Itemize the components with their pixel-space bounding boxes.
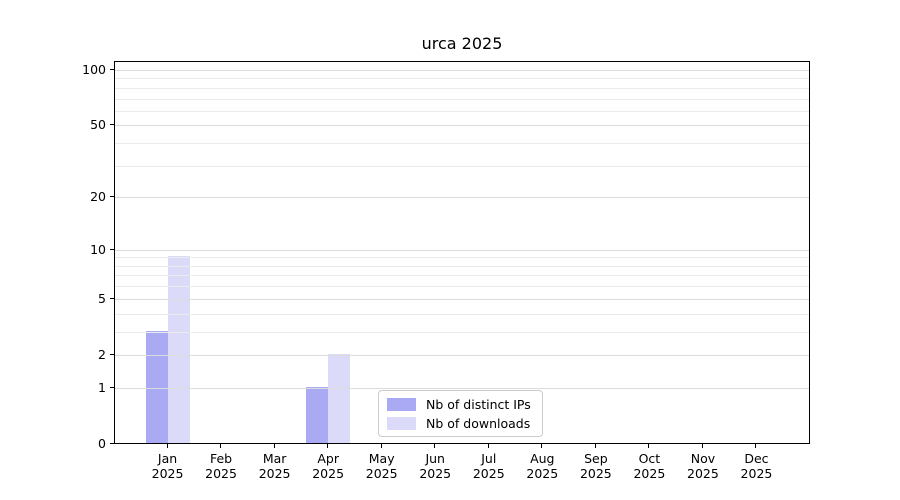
minor-gridline xyxy=(115,143,809,145)
major-gridline xyxy=(115,387,809,389)
x-axis-tick-label-dec: Dec 2025 xyxy=(711,451,801,481)
y-tick-mark xyxy=(110,353,114,355)
legend-label: Nb of downloads xyxy=(426,415,531,431)
x-axis-tick-label-aug: Aug 2025 xyxy=(497,451,587,481)
x-axis-tick-label-sep: Sep 2025 xyxy=(551,451,641,481)
x-tick-mark xyxy=(166,444,168,448)
x-axis-tick-label-nov: Nov 2025 xyxy=(658,451,748,481)
y-tick-mark xyxy=(110,196,114,198)
x-label-year: 2025 xyxy=(312,466,345,481)
x-label-year: 2025 xyxy=(258,466,291,481)
bar-nb-of-downloads-apr xyxy=(328,353,351,443)
legend-swatch-icon xyxy=(387,397,416,411)
x-axis-tick-label-jan: Jan 2025 xyxy=(123,451,213,481)
minor-gridline xyxy=(115,286,809,288)
minor-gridline xyxy=(115,165,809,167)
bar-nb-of-distinct-ips-jan xyxy=(145,330,168,443)
x-label-month: Jun xyxy=(425,451,445,466)
y-tick-mark xyxy=(110,124,114,126)
y-tick-mark xyxy=(110,297,114,299)
x-tick-mark xyxy=(434,444,436,448)
x-tick-mark xyxy=(648,444,650,448)
x-label-year: 2025 xyxy=(472,466,505,481)
x-label-month: Nov xyxy=(690,451,716,466)
x-axis-tick-label-may: May 2025 xyxy=(337,451,427,481)
bar-nb-of-distinct-ips-apr xyxy=(306,386,329,443)
chart-title: urca 2025 xyxy=(421,34,503,53)
minor-gridline xyxy=(115,78,809,80)
x-tick-mark xyxy=(380,444,382,448)
x-tick-mark xyxy=(327,444,329,448)
x-label-month: Apr xyxy=(317,451,339,466)
y-tick-mark xyxy=(110,248,114,250)
legend-entry: Nb of downloads xyxy=(387,415,534,431)
y-axis-tick-label: 20 xyxy=(90,189,106,205)
x-axis-tick-label-apr: Apr 2025 xyxy=(283,451,373,481)
x-axis-tick-label-jul: Jul 2025 xyxy=(444,451,534,481)
minor-gridline xyxy=(115,313,809,315)
x-label-year: 2025 xyxy=(365,466,398,481)
y-axis-tick-label: 2 xyxy=(98,346,106,362)
minor-gridline xyxy=(115,257,809,259)
x-tick-mark xyxy=(487,444,489,448)
y-axis-tick-label: 1 xyxy=(98,379,106,395)
legend-swatch-icon xyxy=(387,416,416,430)
minor-gridline xyxy=(115,331,809,333)
x-label-year: 2025 xyxy=(579,466,612,481)
bar-nb-of-downloads-jan xyxy=(167,256,190,443)
minor-gridline xyxy=(115,275,809,277)
x-tick-mark xyxy=(594,444,596,448)
x-label-month: Jul xyxy=(481,451,497,466)
major-gridline xyxy=(115,197,809,199)
x-label-year: 2025 xyxy=(526,466,559,481)
legend: Nb of distinct IPs Nb of downloads xyxy=(378,390,543,437)
x-label-month: May xyxy=(368,451,395,466)
x-label-year: 2025 xyxy=(205,466,237,481)
major-gridline xyxy=(115,354,809,356)
x-label-month: Sep xyxy=(584,451,608,466)
x-label-month: Oct xyxy=(638,451,661,466)
x-label-year: 2025 xyxy=(151,466,184,481)
x-tick-mark xyxy=(701,444,703,448)
x-tick-mark xyxy=(273,444,275,448)
major-gridline xyxy=(115,249,809,251)
x-label-year: 2025 xyxy=(687,466,719,481)
x-tick-mark xyxy=(220,444,222,448)
x-label-year: 2025 xyxy=(740,466,773,481)
y-axis-tick-label: 10 xyxy=(90,241,106,257)
x-tick-mark xyxy=(755,444,757,448)
major-gridline xyxy=(115,70,809,71)
major-gridline xyxy=(115,298,809,300)
x-label-month: Dec xyxy=(744,451,769,466)
x-label-month: Aug xyxy=(530,451,555,466)
major-gridline xyxy=(115,125,809,127)
minor-gridline xyxy=(115,98,809,100)
x-axis-tick-label-mar: Mar 2025 xyxy=(230,451,320,481)
y-axis-tick-label: 100 xyxy=(82,62,106,77)
x-label-year: 2025 xyxy=(419,466,452,481)
legend-label: Nb of distinct IPs xyxy=(426,396,531,412)
x-label-month: Feb xyxy=(209,451,233,466)
y-axis-tick-label: 5 xyxy=(98,290,106,306)
y-tick-mark xyxy=(110,69,114,70)
minor-gridline xyxy=(115,87,809,89)
x-label-year: 2025 xyxy=(633,466,666,481)
x-label-month: Mar xyxy=(262,451,287,466)
legend-entry: Nb of distinct IPs xyxy=(387,396,534,412)
minor-gridline xyxy=(115,265,809,267)
y-axis-tick-label: 0 xyxy=(98,436,106,451)
x-axis-tick-label-oct: Oct 2025 xyxy=(604,451,694,481)
y-tick-mark xyxy=(110,386,114,388)
x-tick-mark xyxy=(541,444,543,448)
plot-area xyxy=(114,61,810,444)
x-axis-tick-label-jun: Jun 2025 xyxy=(390,451,480,481)
y-tick-mark xyxy=(110,443,114,444)
x-label-month: Jan xyxy=(157,451,178,466)
y-axis-tick-label: 50 xyxy=(90,117,106,133)
x-axis-tick-label-feb: Feb 2025 xyxy=(176,451,266,481)
minor-gridline xyxy=(115,110,809,112)
